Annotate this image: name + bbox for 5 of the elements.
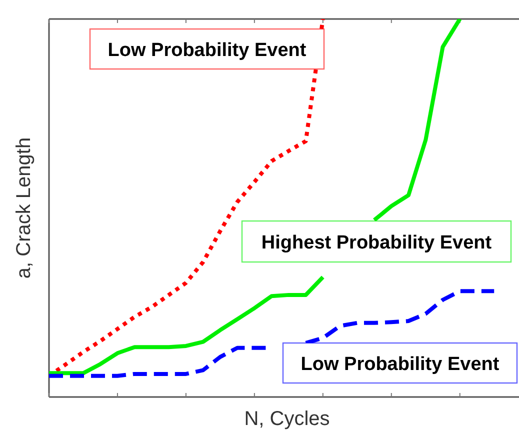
y-axis-title: a, Crack Length	[13, 137, 35, 279]
series-label: Highest Probability Event	[261, 232, 492, 254]
series-label: Low Probability Event	[300, 354, 500, 375]
series-label: Low Probability Event	[108, 40, 307, 61]
x-axis-title: N, Cycles	[244, 408, 330, 430]
